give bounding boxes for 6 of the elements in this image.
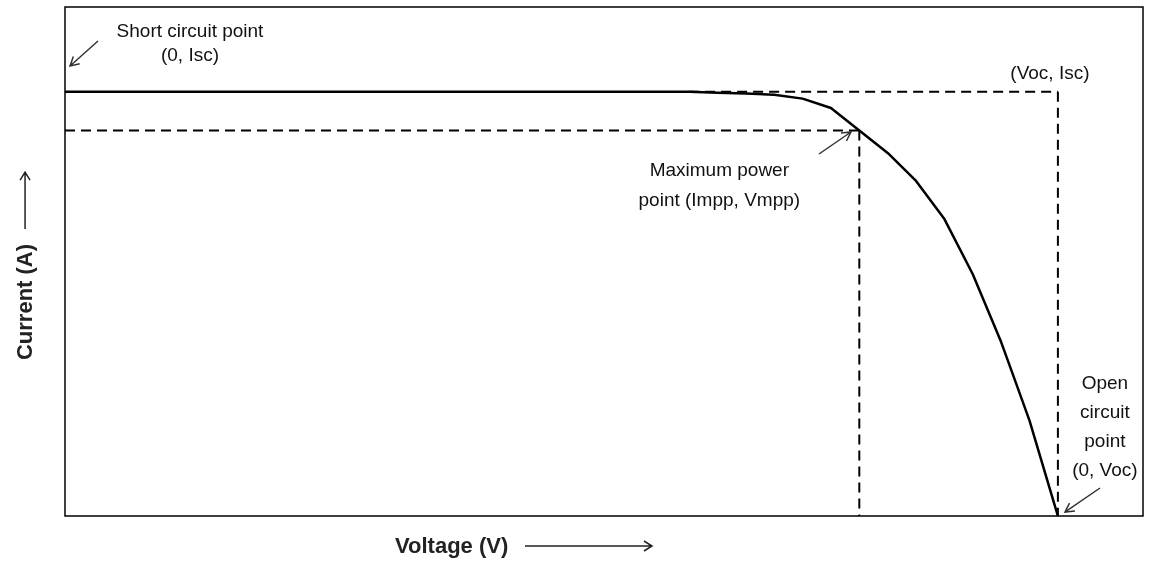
text: Short circuit point (0, Isc) [116, 20, 265, 66]
annotation: Open circuit point (0, Voc) [1072, 372, 1138, 481]
text: (Voc, Isc) [1010, 62, 1090, 84]
y-axis-title: Current (A) [12, 243, 38, 361]
annotation: Maximum power point (Impp, Vmpp) [638, 158, 801, 210]
x-axis-title: Voltage (V) [395, 533, 509, 559]
